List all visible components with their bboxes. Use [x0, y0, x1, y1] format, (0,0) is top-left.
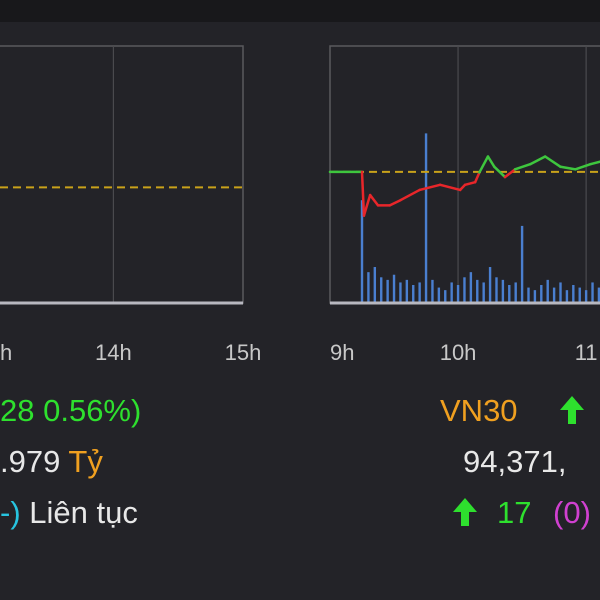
price-line [543, 155, 562, 169]
price-line [360, 170, 366, 217]
price-line [362, 193, 372, 217]
left-chart: h 14h 15h [0, 45, 262, 365]
volume-bar [527, 287, 530, 303]
volume-bar [501, 279, 505, 303]
volume-bar [444, 290, 447, 303]
volume-bar [450, 282, 453, 303]
x-tick-label: 9h [330, 340, 354, 365]
price-line [493, 165, 507, 179]
price-line [589, 160, 600, 166]
volume-bar [424, 133, 428, 303]
volume-bar [456, 285, 460, 303]
price-line [438, 183, 462, 192]
price-line [399, 188, 421, 202]
volume-bar [552, 287, 556, 303]
volume-bar [591, 282, 594, 303]
volume-bar [514, 282, 517, 303]
price-line [388, 198, 402, 207]
volume-bar [572, 285, 575, 303]
unit: Tỷ [68, 444, 103, 479]
price-line [473, 171, 481, 184]
volume-bar [546, 279, 549, 303]
index-change: 28 0.56%) [0, 393, 141, 428]
price-line [574, 162, 592, 171]
volume-bar [533, 290, 537, 303]
price-line [513, 162, 532, 171]
status-prefix: -) [0, 495, 21, 530]
x-tick-label: h [0, 340, 12, 365]
up-arrow [453, 498, 477, 526]
volume-bar [386, 279, 389, 303]
right-chart: 9h 10h 11 [328, 45, 600, 365]
volume-bar [520, 225, 524, 303]
volume-bar [508, 285, 511, 303]
volume-bar [488, 267, 492, 303]
volume-bar [392, 274, 396, 303]
volume-bar [495, 277, 498, 303]
unchanged: (0) [553, 495, 591, 530]
price-line [463, 180, 477, 187]
volume-bar [399, 282, 402, 303]
volume-bar [597, 287, 600, 303]
x-tick-label: 10h [440, 340, 477, 365]
volume-bar [367, 272, 370, 303]
price-line [418, 183, 442, 192]
value: .979 [0, 444, 60, 479]
volume-bar [412, 285, 415, 303]
up-arrow [560, 396, 584, 424]
volume-bar [380, 277, 383, 303]
price-line [368, 193, 380, 207]
x-tick-label: 15h [225, 340, 262, 365]
volume-bar [578, 287, 581, 303]
x-tick-label: 11 [575, 340, 598, 365]
x-tick-label: 14h [95, 340, 132, 365]
frame [0, 45, 244, 304]
volume-bar [482, 282, 485, 303]
advancers: 17 [497, 495, 531, 530]
index-value: .979 Tỷ [0, 444, 103, 479]
volume-bar [418, 282, 421, 303]
price-line [478, 155, 490, 174]
volume-bar [437, 287, 441, 303]
volume-bar [360, 200, 364, 303]
price-line [503, 168, 517, 179]
price-line [528, 155, 547, 166]
volume-bar [584, 290, 588, 303]
price-line [559, 165, 577, 171]
volume-bar [431, 279, 434, 303]
volume-bar [373, 267, 377, 303]
volume-bar [565, 290, 569, 303]
volume-bar [405, 279, 409, 303]
vn30-value: 94,371, [463, 444, 566, 479]
top-strip [0, 0, 600, 22]
volume-bar [469, 272, 473, 303]
volume-bar [463, 277, 466, 303]
vn30-name: VN30 [440, 393, 518, 428]
status: -) Liên tục [0, 495, 138, 530]
volume-bar [476, 279, 479, 303]
frame [329, 45, 600, 304]
volume-bar [559, 282, 562, 303]
price-line [486, 155, 496, 169]
volume-bar [540, 285, 543, 303]
status-text: Liên tục [29, 495, 138, 530]
